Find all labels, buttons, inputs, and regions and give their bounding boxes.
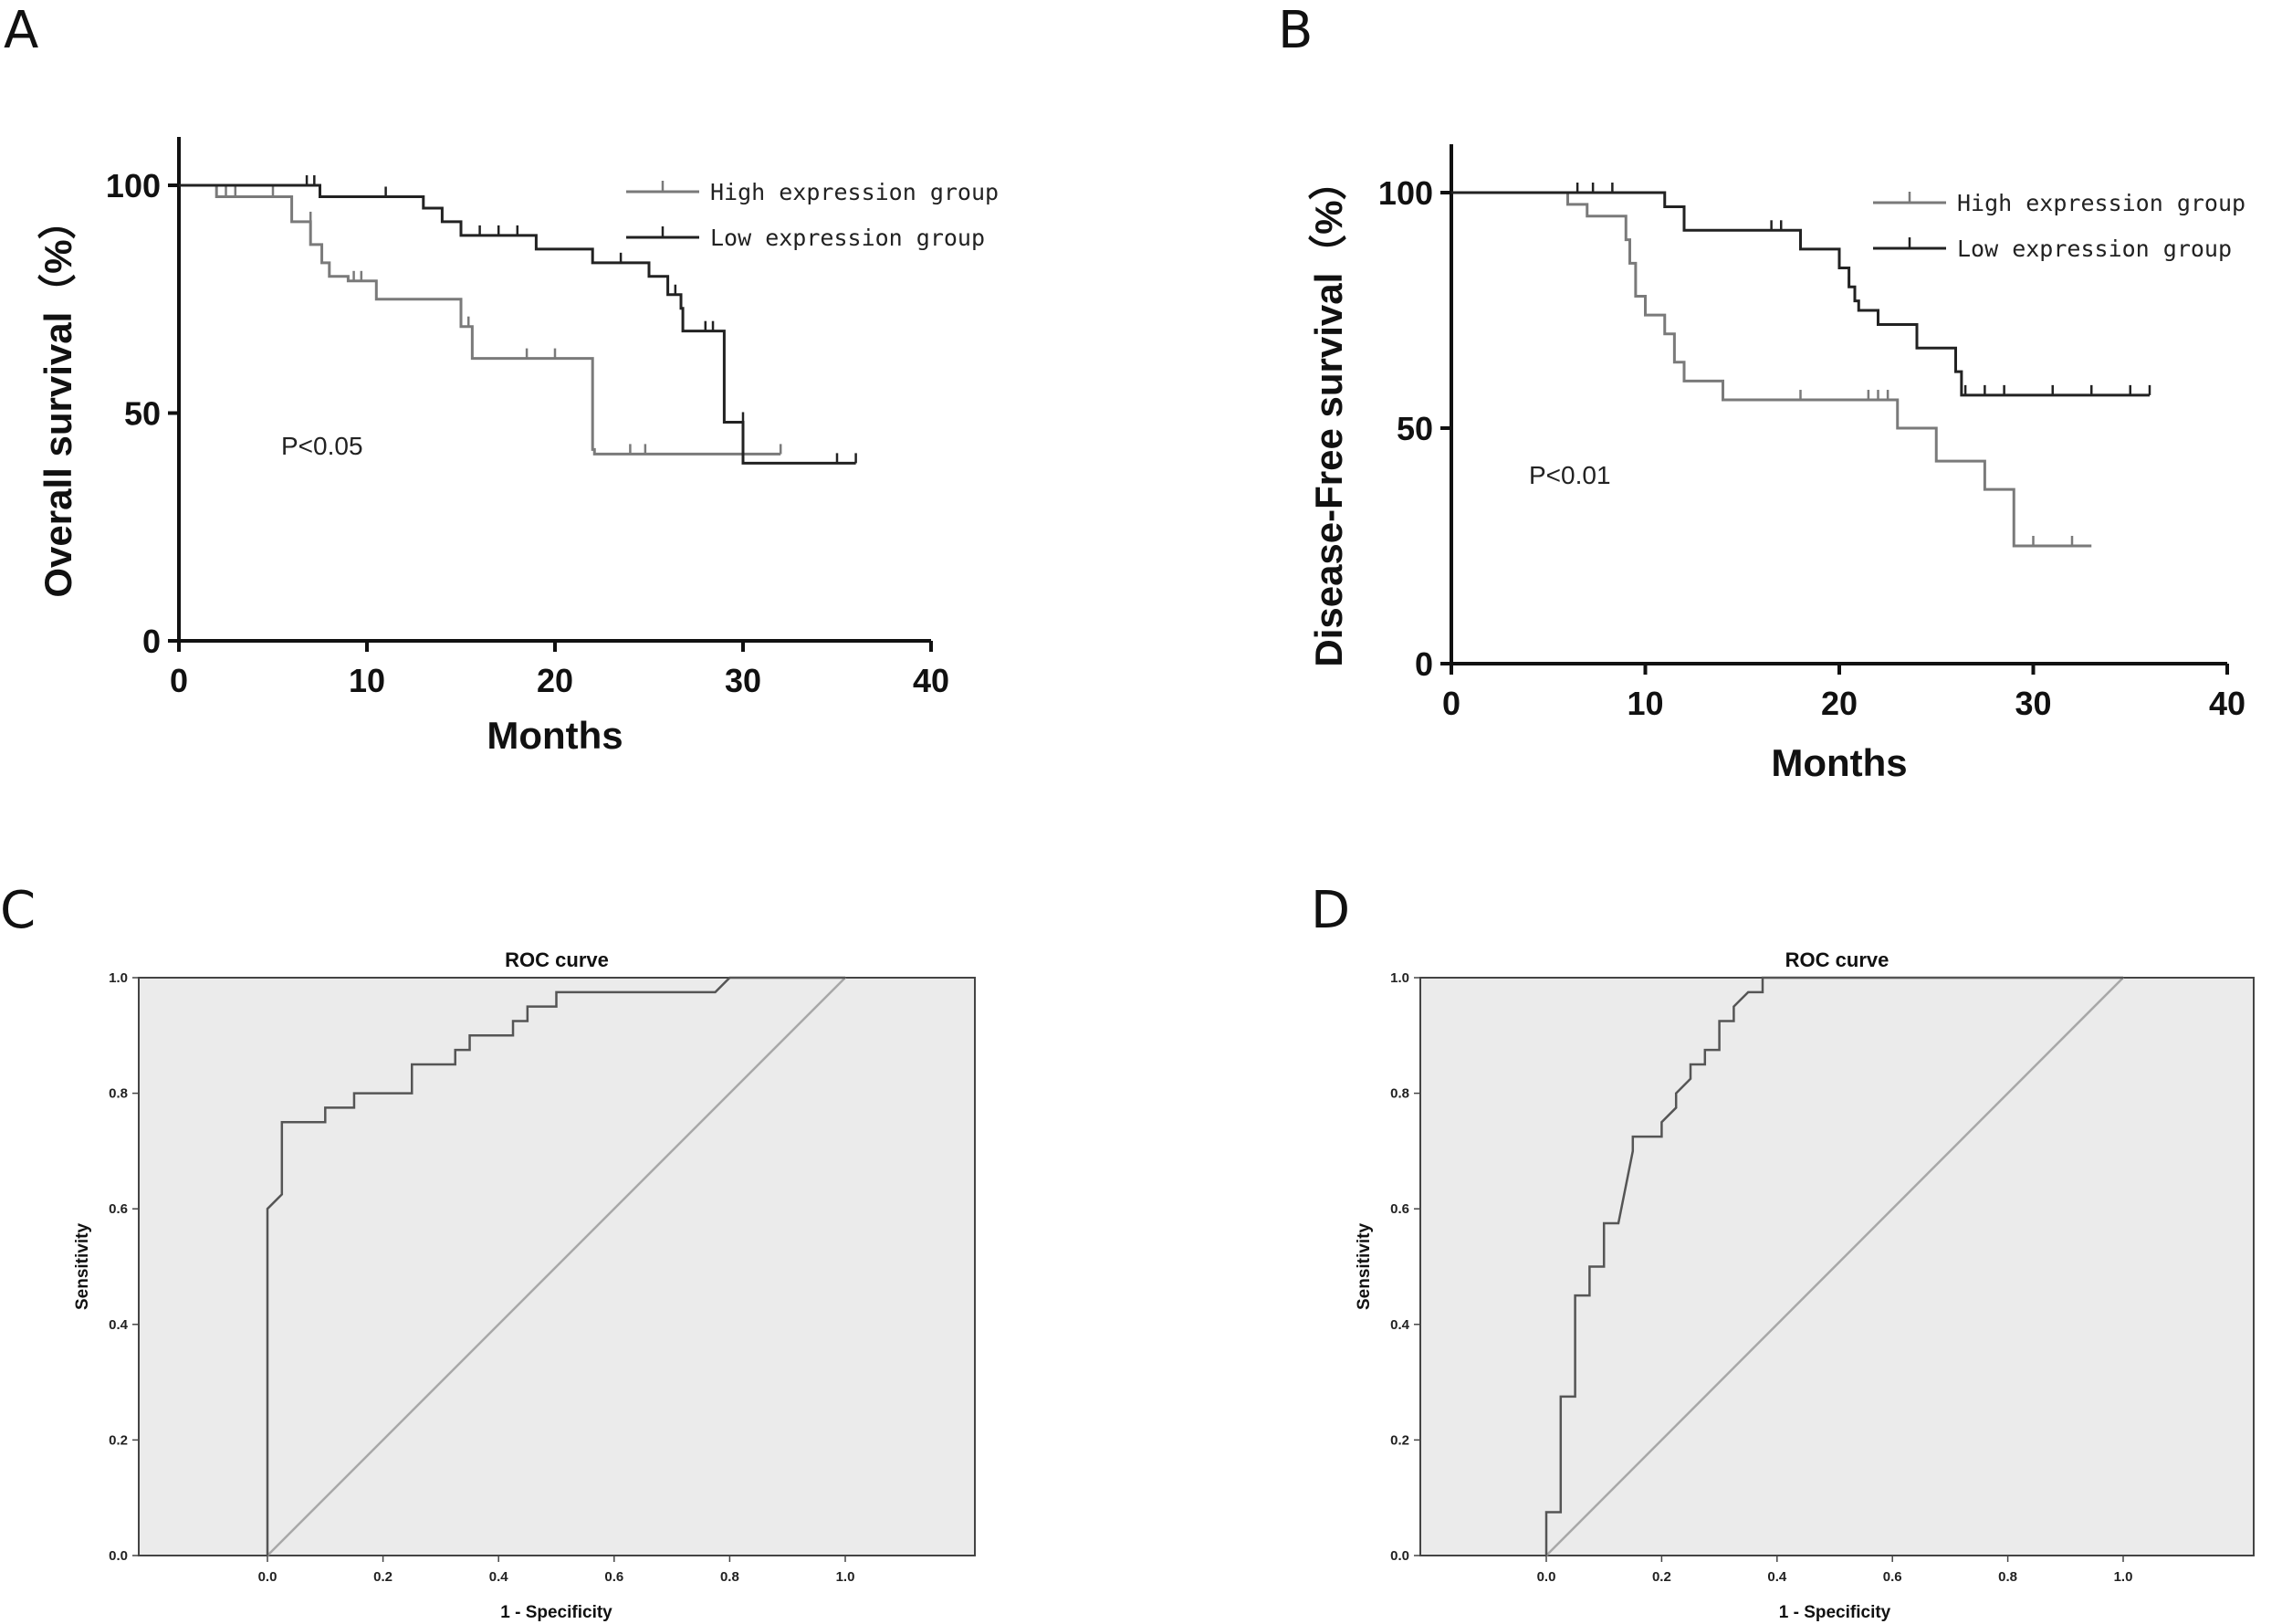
y-tick-label: 100 — [106, 167, 161, 204]
x-tick-label: 0.6 — [1883, 1569, 1902, 1585]
y-tick-label: 0.4 — [109, 1317, 129, 1333]
y-tick-label: 0.2 — [1390, 1432, 1409, 1448]
x-axis-title: Months — [1771, 741, 1907, 784]
km-chart-disease-free-survival: 0 10 20 30 40 0 50 100 Months Disease-Free surviv… — [1307, 144, 2245, 784]
x-tick-label: 10 — [1627, 685, 1663, 722]
roc-title: ROC curve — [505, 948, 609, 971]
x-tick-label: 0.8 — [720, 1569, 739, 1585]
x-tick-label: 10 — [349, 662, 385, 699]
survival-curve-high — [179, 183, 781, 456]
roc-reference-line — [1545, 977, 2124, 1556]
y-tick-label: 0.0 — [1390, 1548, 1409, 1564]
y-tick-label: 0 — [142, 623, 161, 660]
x-tick-label: 0.4 — [489, 1569, 509, 1585]
roc-title: ROC curve — [1785, 948, 1889, 971]
y-tick-label: 0.2 — [109, 1432, 128, 1448]
y-tick-label: 100 — [1378, 174, 1433, 212]
x-tick-label: 0.0 — [258, 1569, 277, 1585]
survival-curve-low — [1451, 191, 2150, 397]
legend-label: Low expression group — [710, 225, 985, 251]
y-tick-label: 1.0 — [109, 970, 128, 986]
x-tick-label: 0.6 — [604, 1569, 623, 1585]
y-tick-label: 0.8 — [1390, 1086, 1409, 1102]
x-tick-label: 30 — [2015, 685, 2051, 722]
y-tick-label: 0.6 — [1390, 1201, 1409, 1217]
legend-label: High expression group — [1957, 190, 2245, 216]
legend-label: High expression group — [710, 179, 999, 205]
y-tick-label: 0.4 — [1390, 1317, 1410, 1333]
roc-chart-c: ROC curve 0.0 0.2 0.4 0.6 0.8 1.0 0.0 0.2 0.4 0.6 0… — [73, 948, 976, 1622]
roc-curve — [266, 976, 845, 1556]
x-tick-label: 40 — [2209, 685, 2245, 722]
x-tick-label: 0 — [1442, 685, 1460, 722]
x-tick-label: 20 — [1821, 685, 1858, 722]
y-tick-label: 1.0 — [1390, 970, 1409, 986]
p-value-annotation: P<0.01 — [1529, 461, 1611, 489]
legend-label: Low expression group — [1957, 236, 2232, 262]
roc-chart-d: ROC curve 0.0 0.2 0.4 0.6 0.8 1.0 0.0 0.2 0.4 0.6 0… — [1355, 948, 2255, 1622]
x-tick-label: 30 — [725, 662, 761, 699]
panel-letter-a: A — [4, 1, 38, 60]
y-tick-label: 50 — [124, 395, 161, 433]
y-tick-label: 0.8 — [109, 1086, 128, 1102]
y-tick-label: 50 — [1397, 410, 1433, 447]
x-tick-label: 0.8 — [1998, 1569, 2017, 1585]
x-tick-label: 0.2 — [373, 1569, 393, 1585]
p-value-annotation: P<0.05 — [281, 432, 363, 460]
survival-curve-high — [1451, 191, 2092, 548]
x-tick-label: 0.0 — [1537, 1569, 1556, 1585]
y-tick-label: 0.0 — [109, 1548, 128, 1564]
roc-plot-area — [1419, 977, 2255, 1556]
panel-letter-d: D — [1311, 881, 1350, 940]
x-tick-label: 0.4 — [1767, 1569, 1787, 1585]
x-axis-title: Months — [487, 714, 623, 757]
y-tick-label: 0 — [1415, 645, 1433, 683]
y-tick-label: 0.6 — [109, 1201, 128, 1217]
roc-curve — [1544, 976, 2123, 1556]
roc-reference-line — [267, 977, 846, 1556]
x-axis-title: 1 - Specificity — [500, 1603, 612, 1622]
y-axis-title: Sensitivity — [73, 1223, 92, 1310]
y-axis-title: Overall survival（%） — [37, 201, 79, 597]
panel-letter-c: C — [0, 881, 36, 940]
panel-letter-b: B — [1278, 1, 1313, 60]
km-chart-overall-survival: 0 10 20 30 40 0 50 100 Months Overall survival（%）… — [37, 137, 999, 757]
x-tick-label: 0.2 — [1652, 1569, 1671, 1585]
x-tick-label: 1.0 — [2114, 1569, 2133, 1585]
y-axis-title: Disease-Free survival（%） — [1307, 162, 1350, 666]
x-axis-title: 1 - Specificity — [1779, 1603, 1891, 1622]
x-tick-label: 1.0 — [836, 1569, 855, 1585]
x-tick-label: 40 — [913, 662, 949, 699]
x-tick-label: 0 — [170, 662, 188, 699]
x-tick-label: 20 — [537, 662, 573, 699]
y-axis-title: Sensitivity — [1355, 1223, 1374, 1310]
